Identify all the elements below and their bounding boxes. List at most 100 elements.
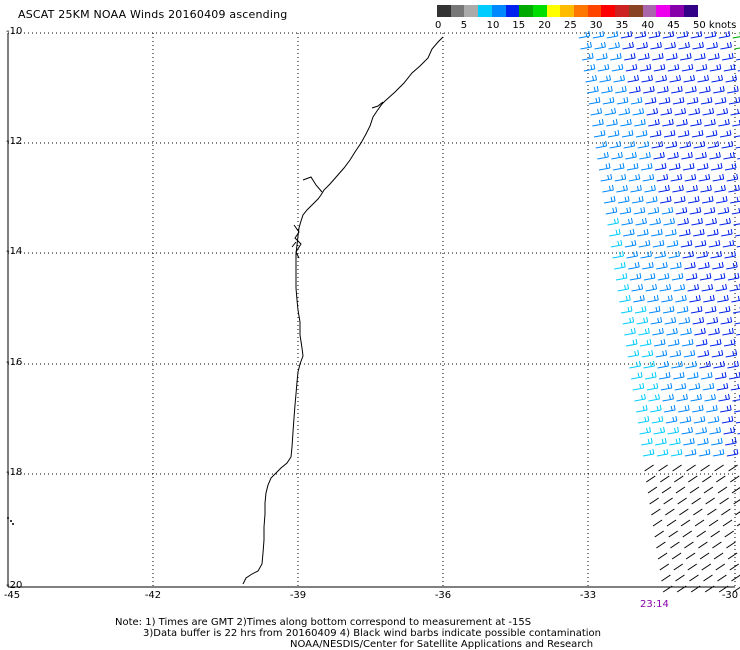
wind-barb	[623, 228, 635, 237]
wind-barb	[730, 383, 740, 391]
wind-barb	[654, 250, 667, 259]
wind-barb	[695, 338, 708, 347]
wind-barb	[644, 464, 654, 472]
wind-barb	[713, 552, 724, 560]
wind-barb	[688, 107, 701, 116]
wind-barb	[692, 41, 704, 50]
wind-barb	[606, 30, 619, 39]
wind-barb	[668, 250, 681, 259]
island-dot	[12, 523, 14, 525]
wind-barb	[625, 338, 638, 347]
wind-barb	[708, 327, 720, 336]
wind-barb	[710, 530, 720, 538]
wind-barb	[676, 30, 689, 39]
longitude-label: -33	[579, 590, 597, 601]
wind-barb	[652, 52, 664, 61]
wind-barb	[721, 228, 733, 237]
wind-barb	[638, 52, 650, 61]
wind-barb	[669, 349, 682, 358]
wind-barb	[609, 228, 621, 237]
wind-barb	[719, 497, 729, 505]
wind-barb	[670, 173, 683, 182]
wind-barb	[716, 382, 729, 391]
wind-barb	[706, 41, 718, 50]
wind-barb	[634, 305, 647, 314]
wind-barb	[661, 486, 672, 494]
wind-barb	[720, 316, 733, 325]
wind-barb	[674, 107, 687, 116]
wind-barb	[642, 448, 655, 457]
wind-barb	[704, 585, 715, 593]
wind-barb	[634, 393, 646, 402]
wind-barb	[676, 305, 689, 314]
wind-barb	[695, 63, 708, 72]
wind-barb	[687, 283, 700, 292]
wind-barb	[661, 206, 674, 215]
wind-barb	[628, 173, 641, 182]
wind-barb	[706, 404, 718, 413]
wind-barb	[636, 404, 648, 413]
wind-barb	[737, 433, 740, 435]
wind-barb	[659, 283, 672, 292]
wind-barb	[698, 448, 711, 457]
wind-barb	[711, 437, 723, 446]
wind-barb	[685, 272, 698, 281]
wind-barb	[680, 327, 692, 336]
wind-barb	[605, 206, 618, 215]
wind-barb	[606, 118, 618, 127]
latitude-label: -20	[6, 580, 23, 591]
wind-barb	[696, 162, 709, 171]
wind-barb	[620, 118, 632, 127]
wind-barb	[598, 162, 611, 171]
wind-barb	[675, 206, 688, 215]
wind-barb	[651, 508, 661, 516]
wind-barb	[714, 371, 727, 380]
colorbar-swatch	[560, 5, 575, 17]
wind-barb	[647, 294, 659, 303]
wind-barb	[643, 85, 655, 94]
wind-barb	[666, 239, 679, 248]
wind-barb	[632, 382, 645, 391]
wind-barb	[727, 552, 738, 560]
wind-barb	[684, 541, 694, 549]
wind-barb	[715, 563, 726, 571]
wind-barb	[639, 151, 651, 160]
wind-barb	[735, 421, 740, 424]
wind-barb	[637, 140, 650, 149]
wind-barb	[710, 162, 723, 171]
wind-barb	[668, 162, 681, 171]
wind-barb	[642, 173, 655, 182]
wind-barb	[679, 415, 692, 424]
latitude-label: -16	[6, 357, 23, 368]
wind-barb	[655, 349, 668, 358]
wind-barb	[648, 393, 660, 402]
wind-barb	[723, 151, 735, 160]
wind-barb	[636, 41, 648, 50]
wind-barb	[648, 118, 660, 127]
coastline-islands	[291, 101, 384, 259]
wind-barb	[677, 129, 690, 138]
wind-barb	[712, 173, 725, 182]
wind-barb	[665, 228, 677, 237]
wind-barb	[675, 486, 686, 494]
wind-barb	[711, 349, 724, 358]
wind-barb	[623, 140, 636, 149]
wind-barb	[597, 63, 610, 72]
wind-barb	[629, 85, 641, 94]
wind-barb	[703, 294, 715, 303]
wind-barb	[681, 426, 694, 435]
wind-barb	[685, 552, 696, 560]
wind-barb	[728, 464, 738, 472]
wind-barb	[647, 206, 660, 215]
wind-barb	[614, 173, 627, 182]
wind-barb	[633, 294, 645, 303]
wind-barb	[627, 349, 640, 358]
wind-barb	[678, 404, 690, 413]
colorbar-label: 20	[538, 20, 551, 31]
wind-barb	[736, 58, 740, 61]
wind-barb	[678, 41, 690, 50]
wind-barb	[671, 272, 684, 281]
wind-barb	[665, 508, 675, 516]
wind-barb	[677, 497, 687, 505]
wind-barb	[680, 52, 692, 61]
